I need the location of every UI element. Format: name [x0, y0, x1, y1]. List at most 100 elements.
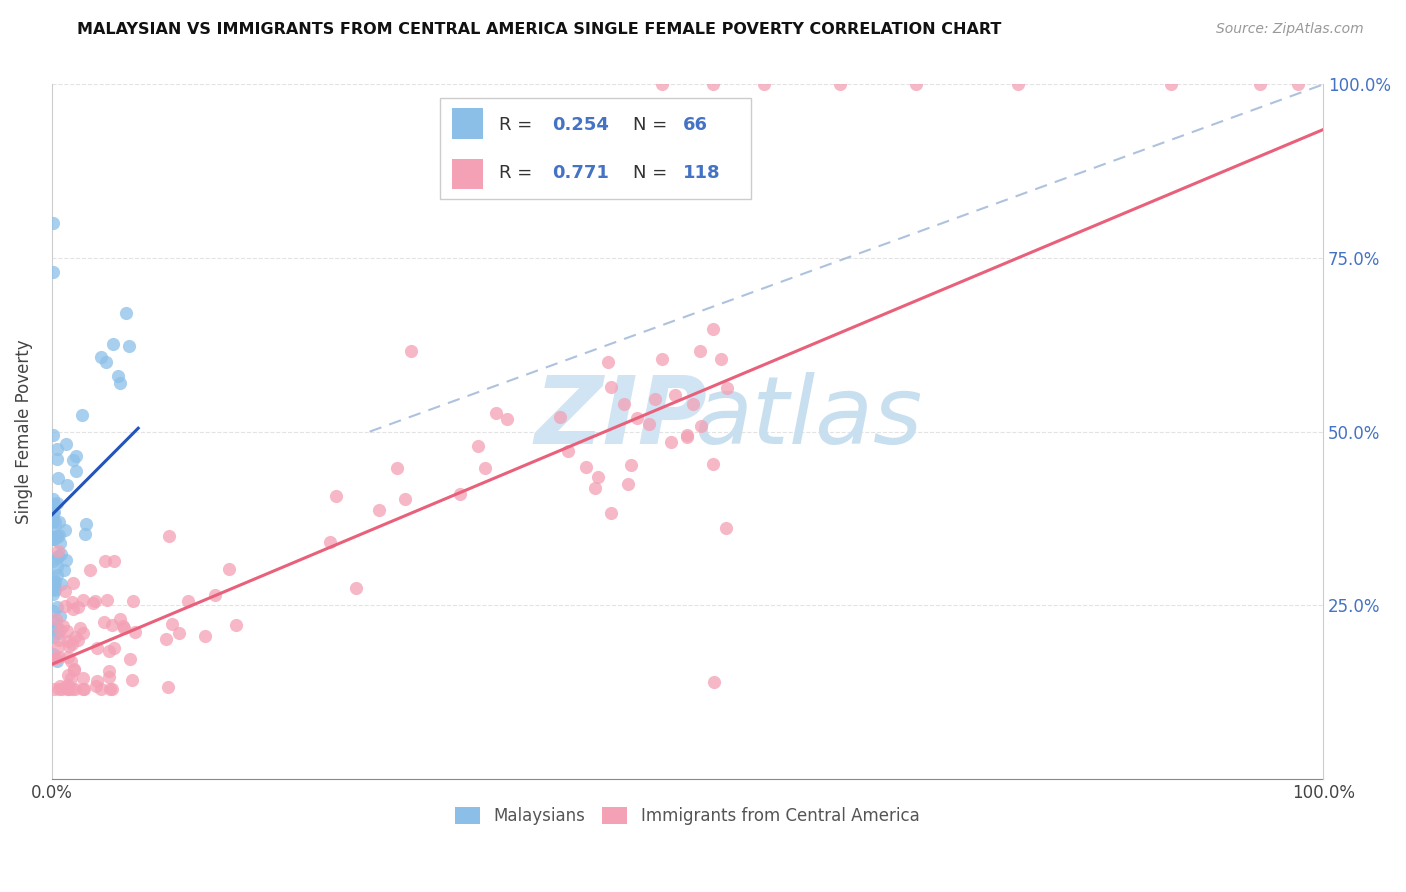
Point	[1249, 78, 1271, 92]
Point	[66, 632, 89, 647]
Point	[676, 430, 699, 444]
Point	[55, 679, 77, 693]
Point	[58, 681, 80, 696]
Point	[56, 624, 79, 639]
Point	[111, 619, 134, 633]
Point	[46, 544, 69, 558]
Point	[93, 615, 115, 630]
Point	[46, 442, 69, 457]
Point	[710, 351, 733, 366]
Point	[94, 554, 117, 568]
Point	[65, 449, 87, 463]
Text: Source: ZipAtlas.com: Source: ZipAtlas.com	[1216, 22, 1364, 37]
Point	[101, 618, 124, 632]
Point	[60, 681, 83, 696]
Point	[42, 532, 65, 546]
Point	[121, 673, 143, 687]
Point	[548, 409, 571, 424]
Point	[45, 496, 67, 510]
Point	[48, 681, 70, 696]
Point	[177, 594, 200, 608]
Point	[42, 647, 65, 661]
Point	[167, 626, 190, 640]
Point	[55, 437, 77, 451]
Point	[42, 587, 65, 601]
Point	[72, 626, 94, 640]
Point	[110, 612, 132, 626]
Point	[682, 397, 704, 411]
Point	[449, 487, 471, 501]
Point	[49, 577, 72, 591]
Point	[49, 535, 72, 549]
Point	[60, 654, 83, 668]
Point	[86, 674, 108, 689]
Point	[62, 663, 84, 677]
Point	[98, 670, 121, 684]
Point	[46, 625, 69, 640]
Point	[62, 602, 84, 616]
Point	[752, 78, 775, 92]
Point	[42, 506, 65, 520]
Point	[48, 623, 70, 637]
Point	[62, 575, 84, 590]
Point	[42, 505, 65, 519]
Point	[72, 681, 94, 696]
Point	[676, 428, 699, 442]
Point	[84, 679, 107, 693]
Point	[62, 453, 84, 467]
Point	[124, 625, 146, 640]
Point	[118, 652, 141, 666]
Point	[194, 630, 217, 644]
Point	[319, 535, 342, 549]
Point	[56, 478, 79, 492]
Point	[218, 562, 240, 576]
Point	[160, 616, 183, 631]
Point	[42, 533, 65, 547]
Point	[325, 489, 347, 503]
Point	[617, 476, 640, 491]
Point	[46, 620, 69, 634]
Point	[905, 78, 928, 92]
Point	[42, 216, 65, 230]
Point	[75, 517, 97, 532]
Point	[63, 630, 86, 644]
Point	[86, 640, 108, 655]
Point	[157, 680, 180, 694]
Point	[394, 491, 416, 506]
Point	[638, 417, 661, 431]
Point	[107, 369, 129, 384]
Point	[1160, 78, 1182, 92]
Point	[48, 609, 70, 624]
Text: ZIP: ZIP	[534, 372, 707, 464]
Point	[45, 612, 67, 626]
Point	[600, 380, 623, 394]
Point	[112, 621, 135, 635]
Point	[44, 574, 66, 589]
Point	[42, 652, 65, 666]
Point	[651, 351, 673, 366]
Y-axis label: Single Female Poverty: Single Female Poverty	[15, 339, 32, 524]
Point	[689, 344, 711, 359]
Point	[42, 515, 65, 529]
Point	[46, 559, 69, 574]
Point	[588, 469, 610, 483]
Point	[56, 650, 79, 665]
Point	[474, 460, 496, 475]
Point	[46, 640, 69, 654]
Point	[44, 515, 66, 529]
Point	[46, 551, 69, 566]
Point	[467, 439, 489, 453]
Point	[1007, 78, 1029, 92]
Point	[45, 529, 67, 543]
Point	[42, 579, 65, 593]
Point	[44, 583, 66, 598]
Point	[484, 407, 506, 421]
Point	[110, 376, 132, 391]
Point	[575, 460, 598, 475]
Point	[53, 583, 76, 598]
Point	[42, 571, 65, 585]
Point	[204, 588, 226, 602]
Point	[44, 530, 66, 544]
Point	[97, 664, 120, 678]
Point	[702, 457, 724, 471]
